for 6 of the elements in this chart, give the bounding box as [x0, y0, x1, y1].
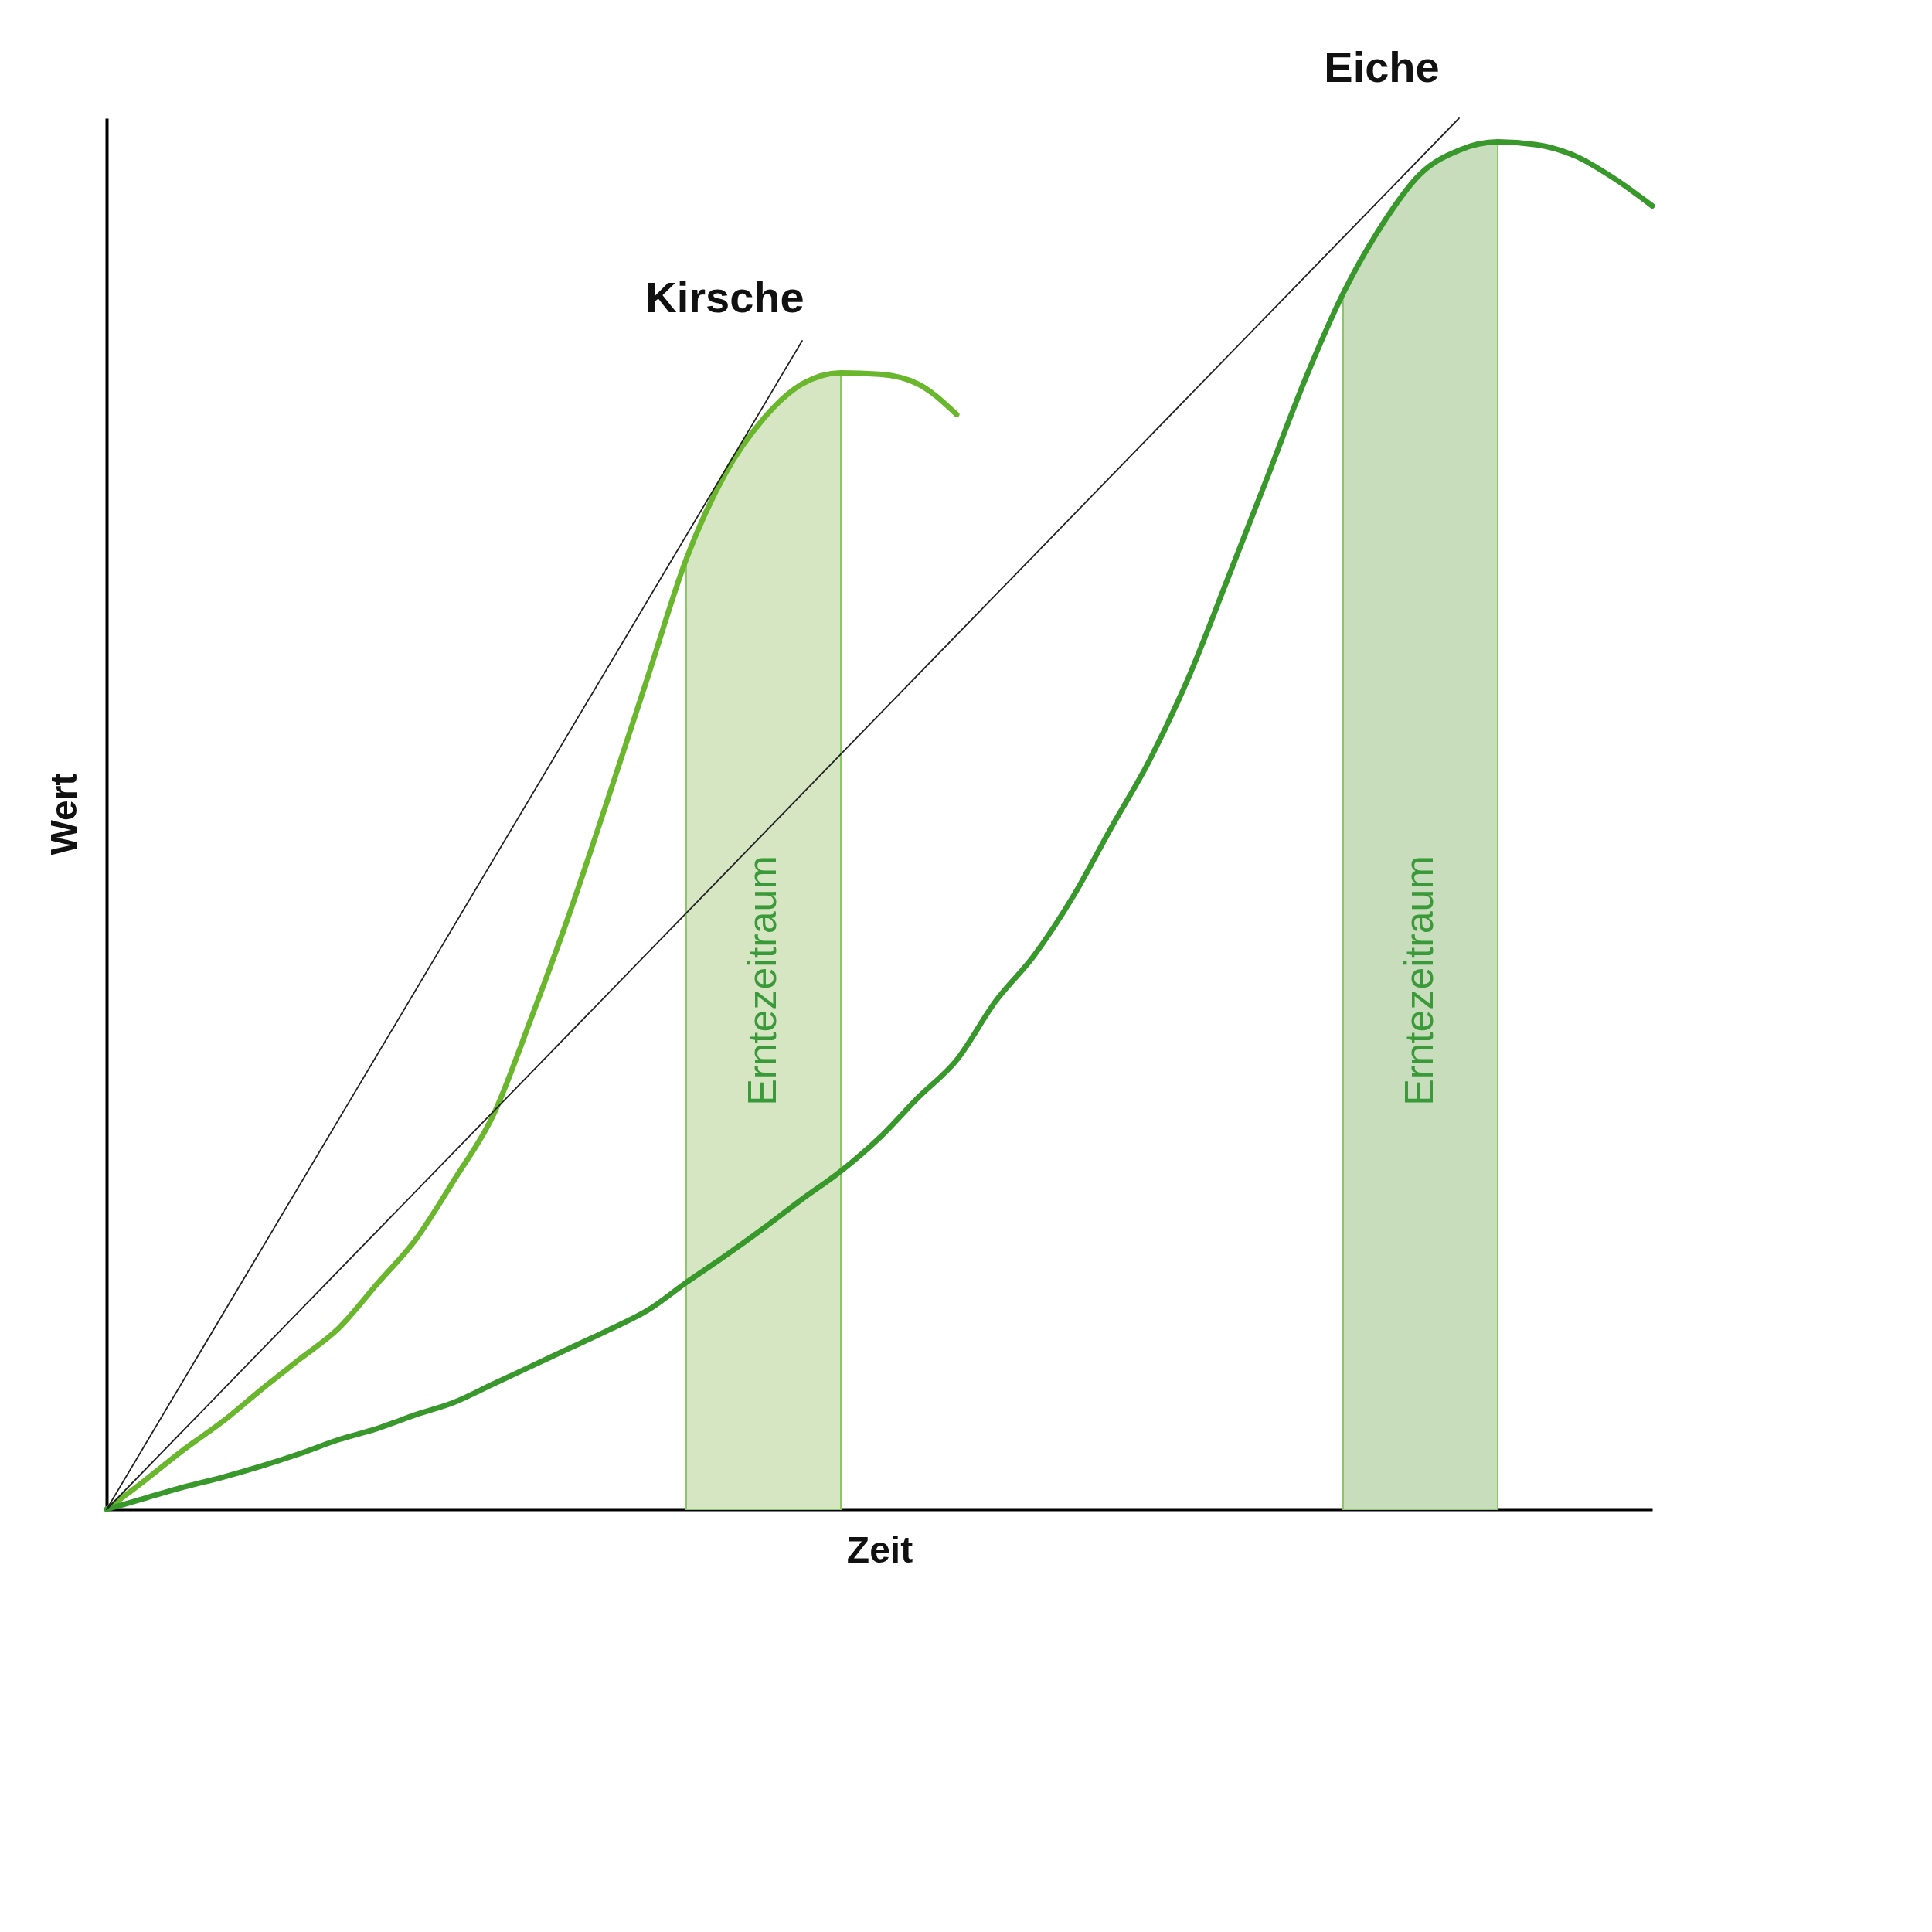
series-label: Kirsche — [645, 273, 804, 322]
x-axis-title: Zeit — [846, 1529, 913, 1570]
annotation: Erntezeitraum — [1396, 855, 1441, 1106]
annotation: Erntezeitraum — [740, 855, 784, 1106]
y-axis-title: Wert — [43, 773, 84, 855]
series-label: Eiche — [1324, 42, 1440, 91]
